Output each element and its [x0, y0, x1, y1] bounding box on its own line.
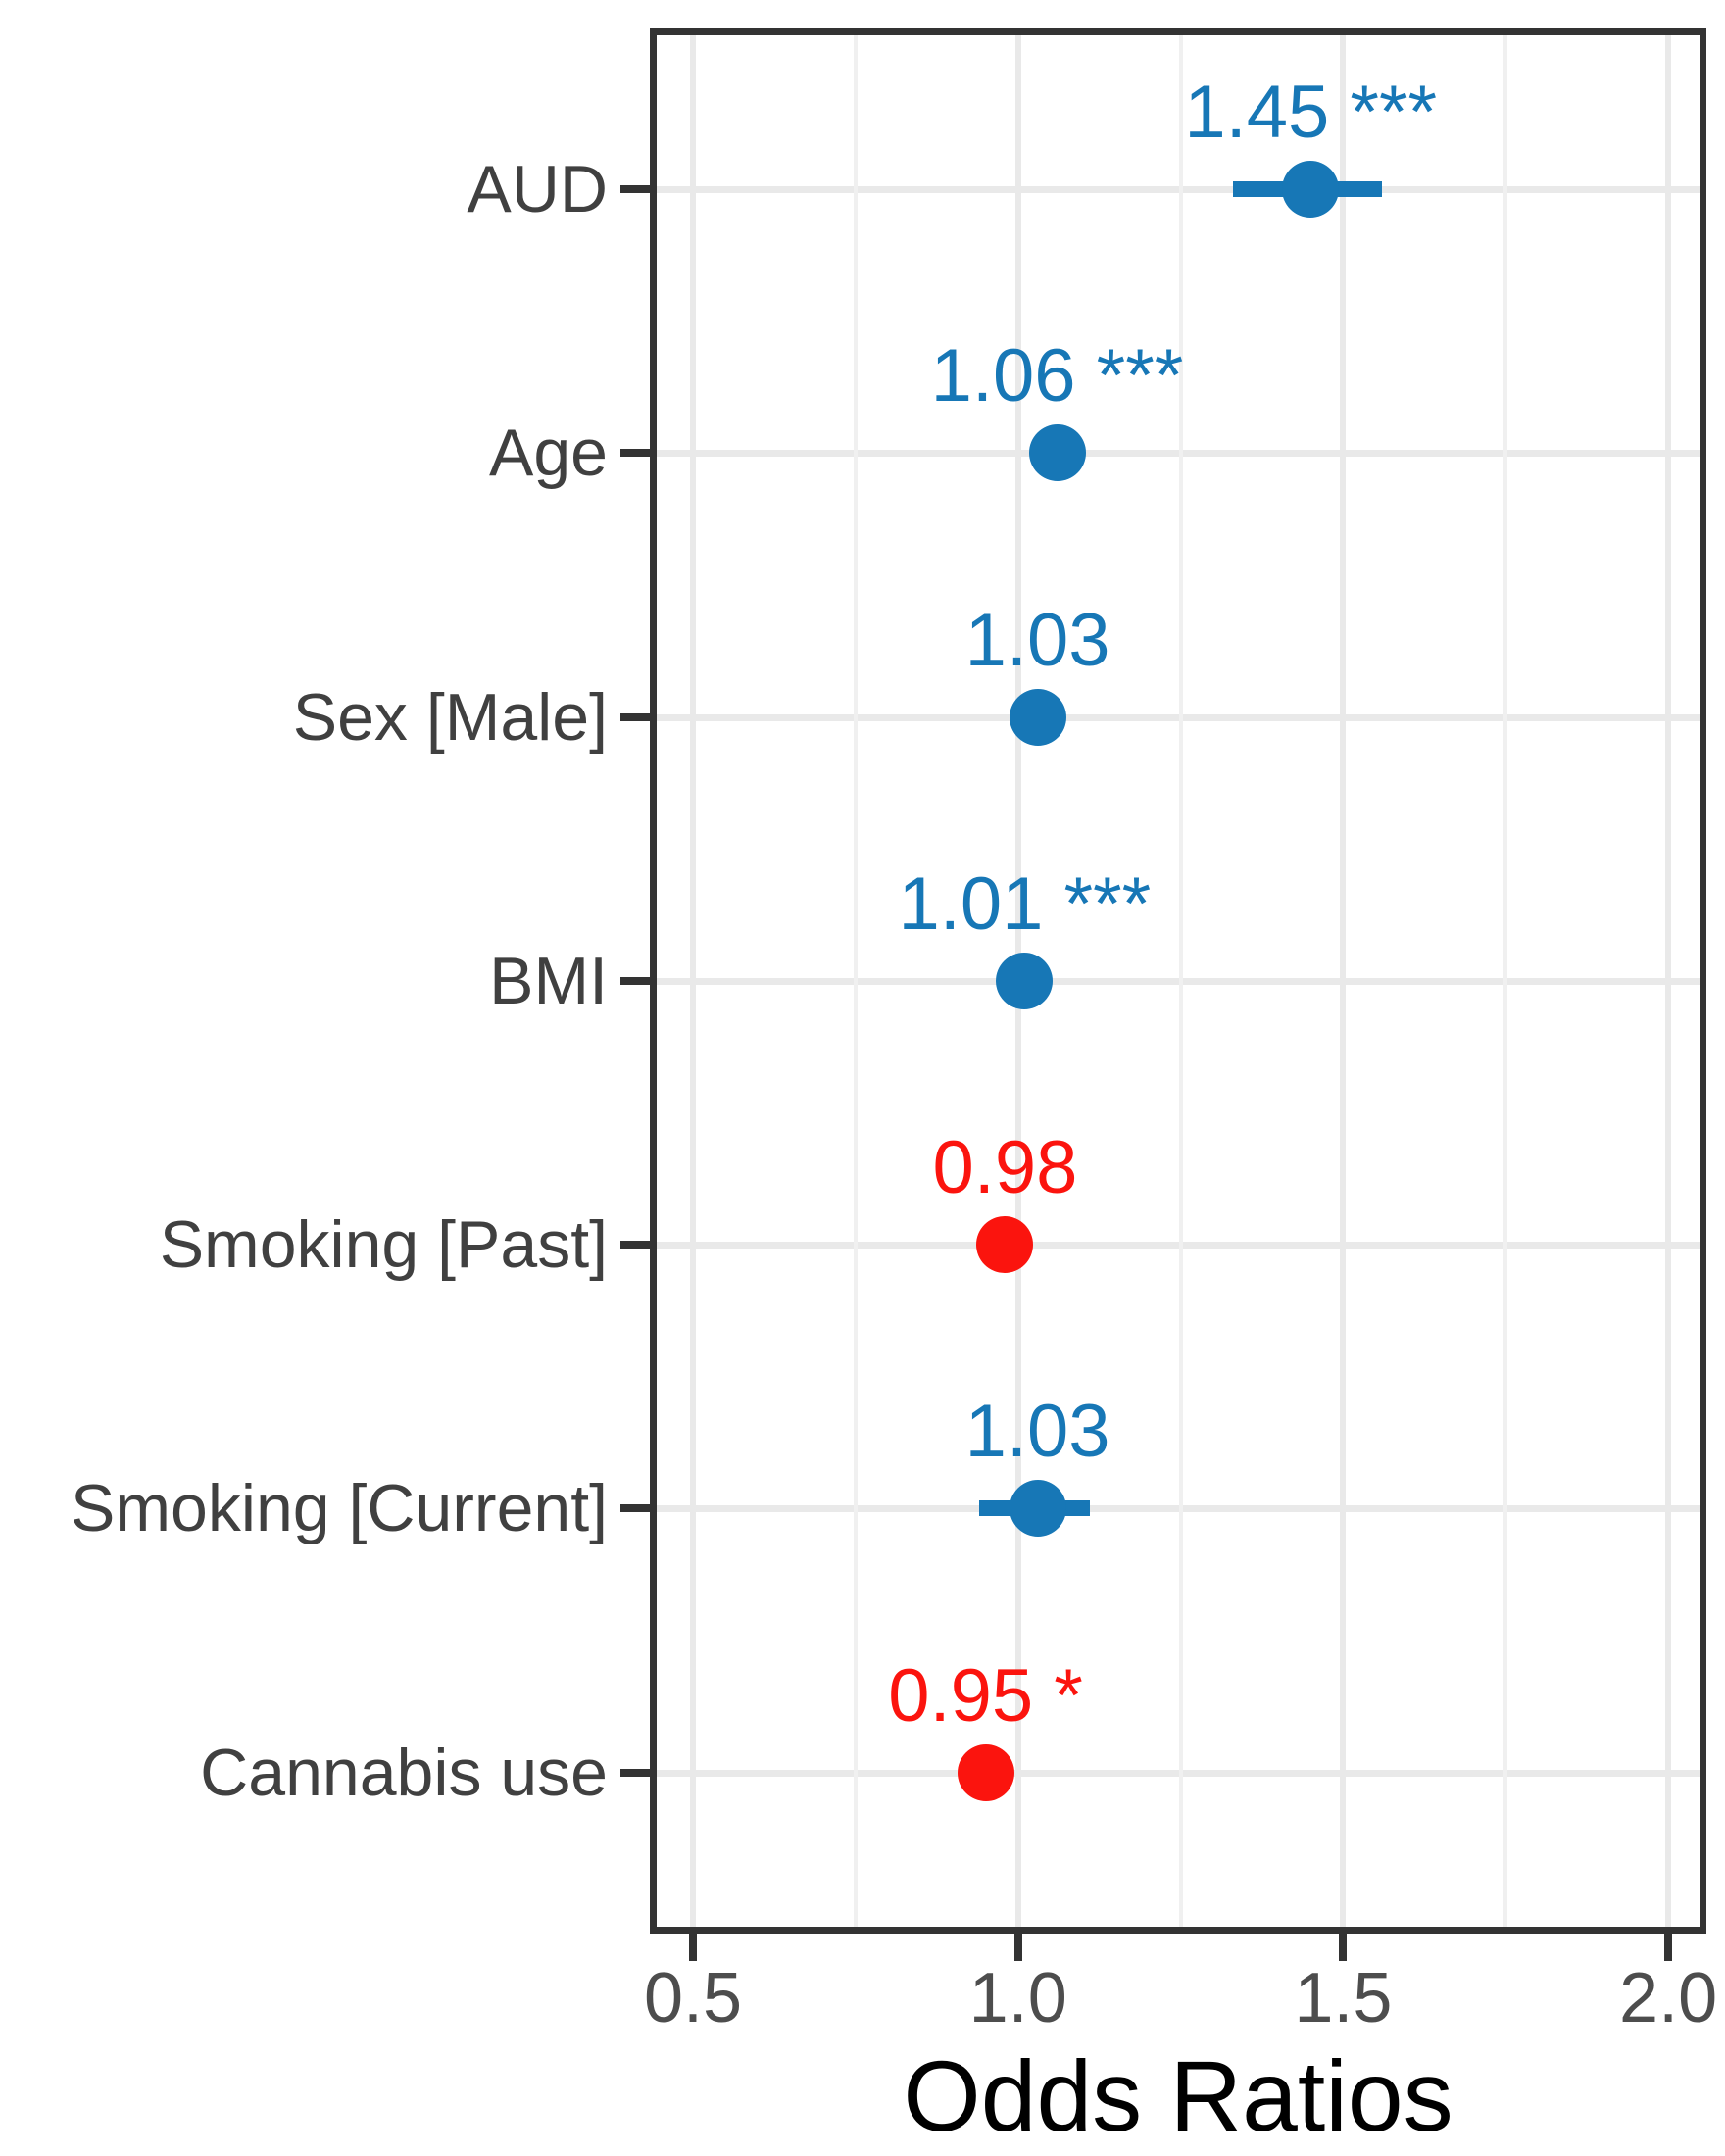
odds-ratio-point — [957, 1743, 1014, 1801]
y-axis-tick — [620, 1504, 654, 1513]
value-label: 1.06 *** — [930, 334, 1184, 418]
odds-ratio-point — [996, 952, 1054, 1009]
gridline-vertical-major — [1665, 35, 1672, 1927]
x-axis-tick-label: 2.0 — [1619, 1959, 1718, 2037]
odds-ratio-point — [1009, 688, 1066, 746]
gridline-horizontal — [657, 186, 1700, 193]
x-axis-tick-label: 1.0 — [968, 1959, 1067, 2037]
gridline-vertical-minor — [1503, 35, 1508, 1927]
x-axis-tick — [1339, 1934, 1348, 1961]
x-axis-tick-label: 0.5 — [643, 1959, 743, 2037]
gridline-horizontal — [657, 1242, 1700, 1249]
plot-panel — [650, 28, 1706, 1934]
category-label: Sex [Male] — [292, 679, 608, 755]
odds-ratio-point — [976, 1216, 1034, 1273]
category-label: AUD — [467, 152, 608, 226]
x-axis-tick — [689, 1934, 697, 1961]
category-label: Smoking [Current] — [71, 1471, 608, 1546]
gridline-horizontal — [657, 450, 1700, 458]
category-label: BMI — [489, 943, 608, 1018]
y-axis-tick — [620, 976, 654, 985]
y-axis-tick — [620, 1241, 654, 1249]
category-label: Age — [489, 416, 608, 491]
x-axis-tick — [1664, 1934, 1673, 1961]
gridline-vertical-minor — [1178, 35, 1183, 1927]
value-label: 0.98 — [932, 1126, 1078, 1209]
odds-ratio-point — [1028, 424, 1086, 482]
value-label: 1.03 — [964, 598, 1110, 682]
x-axis-title: Odds Ratios — [903, 2040, 1454, 2152]
y-axis-tick — [620, 1768, 654, 1777]
gridline-horizontal — [657, 1769, 1700, 1777]
y-axis-tick — [620, 185, 654, 193]
category-label: Cannabis use — [200, 1735, 608, 1810]
odds-ratio-point — [1282, 161, 1340, 218]
gridline-vertical-minor — [853, 35, 858, 1927]
gridline-vertical-major — [1340, 35, 1347, 1927]
value-label: 1.03 — [964, 1390, 1110, 1474]
gridline-horizontal — [657, 713, 1700, 721]
y-axis-tick — [620, 712, 654, 721]
value-label: 1.45 *** — [1184, 71, 1438, 154]
odds-ratio-point — [1009, 1480, 1066, 1538]
gridline-vertical-major — [690, 35, 696, 1927]
x-axis-tick — [1013, 1934, 1022, 1961]
y-axis-tick — [620, 449, 654, 458]
x-axis-tick-label: 1.5 — [1294, 1959, 1393, 2037]
value-label: 1.01 *** — [898, 861, 1152, 946]
category-label: Smoking [Past] — [159, 1207, 608, 1282]
gridline-horizontal — [657, 977, 1700, 985]
gridline-horizontal — [657, 1505, 1700, 1513]
value-label: 0.95 * — [888, 1653, 1083, 1738]
